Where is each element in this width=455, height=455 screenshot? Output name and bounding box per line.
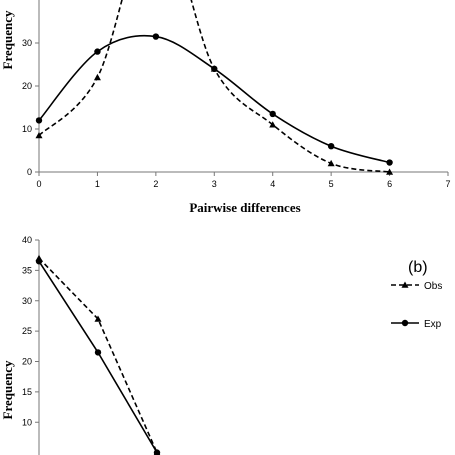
legend-item-exp: Exp (391, 319, 442, 330)
circle-marker (269, 110, 276, 118)
panel-a-y-ticks: 0 10 20 30 (22, 38, 39, 177)
legend-circle-marker (401, 319, 409, 327)
y-tick-label: 10 (22, 417, 32, 427)
triangle-marker (93, 73, 101, 81)
y-tick-label: 30 (22, 296, 32, 306)
circle-marker (211, 65, 218, 73)
circle-marker (94, 349, 102, 356)
y-tick-label: 20 (22, 81, 32, 91)
y-tick-label: 20 (22, 357, 32, 367)
panel-a-x-ticks: 0 1 2 3 4 5 6 7 (36, 172, 451, 189)
panel-b-y-ticks: 10 15 20 25 30 35 40 (22, 235, 39, 427)
triangle-marker (94, 315, 102, 322)
panel-a-series-solid (35, 33, 393, 166)
y-tick-label: 35 (22, 265, 32, 275)
x-tick-label: 0 (36, 179, 41, 189)
circle-marker (153, 449, 161, 455)
y-tick-label: 0 (27, 167, 32, 177)
legend-label: Obs (424, 281, 442, 292)
legend-triangle-marker (401, 281, 409, 288)
panel-a: 0 10 20 30 0 1 2 3 4 5 6 7 Pairwise differences Fr… (0, 0, 451, 215)
x-tick-label: 4 (270, 179, 275, 189)
circle-marker (35, 258, 43, 265)
x-tick-label: 6 (387, 179, 392, 189)
series-line (38, 0, 390, 173)
panel-a-y-axis-title: Frequency (0, 10, 15, 69)
x-tick-label: 1 (95, 179, 100, 189)
series-line (38, 34, 390, 164)
circle-marker (327, 143, 335, 150)
panel-b-legend: Obs Exp (391, 281, 442, 330)
circle-marker (386, 159, 393, 166)
x-tick-label: 7 (445, 179, 450, 189)
panel-a-axes (38, 0, 448, 173)
legend-item-obs: Obs (391, 281, 442, 292)
x-tick-label: 5 (329, 179, 334, 189)
circle-marker (152, 33, 160, 40)
triangle-marker (269, 121, 277, 128)
x-tick-label: 2 (153, 179, 158, 189)
panel-b-series-exp (35, 258, 161, 455)
triangle-marker (327, 159, 335, 167)
panel-a-series (35, 0, 394, 175)
triangle-marker (386, 168, 394, 175)
x-tick-label: 3 (212, 179, 217, 189)
panel-a-x-axis-title: Pairwise differences (189, 200, 300, 215)
panel-b-label: (b) (408, 259, 428, 276)
y-tick-label: 25 (22, 326, 32, 336)
legend-label: Exp (424, 319, 442, 330)
y-tick-label: 10 (22, 124, 32, 134)
y-tick-label: 30 (22, 38, 32, 48)
y-tick-label: 40 (22, 235, 32, 245)
y-tick-label: 15 (22, 387, 32, 397)
circle-marker (35, 117, 43, 124)
series-line (38, 260, 158, 454)
panel-b-series (35, 254, 161, 455)
triangle-marker (35, 131, 43, 139)
circle-marker (94, 48, 101, 55)
panel-b-y-axis-title: Frequency (0, 360, 15, 419)
panel-b: 10 15 20 25 30 35 40 (b) Frequency Obs Exp (0, 235, 442, 455)
